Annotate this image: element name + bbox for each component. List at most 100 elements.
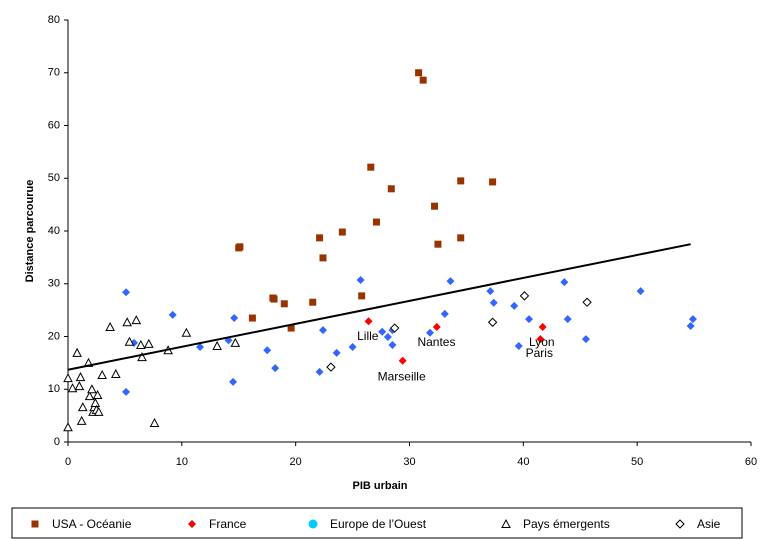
point: [63, 373, 73, 383]
point: [319, 254, 327, 262]
point: [434, 240, 442, 248]
point: [248, 314, 256, 322]
point: [378, 327, 387, 336]
point: [97, 369, 107, 380]
legend-label: USA - Océanie: [52, 517, 132, 531]
point: [446, 277, 455, 286]
point: [348, 343, 357, 352]
point: [332, 348, 341, 357]
point: [398, 356, 407, 365]
point: [309, 298, 317, 306]
point: [388, 340, 397, 349]
point: [563, 315, 572, 324]
annotation: Lyon: [529, 335, 555, 349]
legend-marker: [501, 518, 511, 528]
point: [356, 276, 365, 285]
x-axis-label: PIB urbain: [352, 480, 407, 492]
annotation: Marseille: [378, 369, 426, 383]
point: [487, 317, 498, 327]
point: [143, 338, 154, 348]
legend-label: France: [209, 517, 247, 531]
point: [582, 297, 592, 307]
point: [489, 298, 498, 307]
point: [425, 328, 434, 337]
point: [122, 317, 133, 327]
x-tick-label: 60: [745, 456, 757, 468]
point: [315, 367, 324, 376]
point: [536, 335, 545, 344]
point: [270, 295, 278, 303]
y-tick-label: 40: [48, 225, 60, 237]
point: [271, 364, 280, 373]
point: [137, 352, 147, 362]
y-tick-label: 50: [48, 172, 60, 184]
point: [387, 185, 395, 193]
point: [358, 292, 366, 300]
point: [110, 368, 121, 378]
annotation: Paris: [526, 346, 553, 360]
point: [457, 234, 465, 242]
point: [84, 391, 95, 401]
point: [136, 339, 146, 349]
point: [74, 381, 85, 391]
legend-label: Asie: [697, 517, 721, 531]
point: [415, 69, 423, 77]
point: [519, 291, 530, 301]
point: [131, 315, 142, 325]
annotation: Lille: [357, 329, 379, 343]
point: [636, 287, 645, 296]
point: [538, 323, 547, 332]
point: [92, 389, 103, 400]
point: [149, 417, 160, 428]
legend-box: [11, 507, 743, 539]
point: [67, 383, 78, 393]
point: [229, 377, 238, 386]
point: [338, 228, 346, 236]
legend-label: Pays émergents: [523, 517, 610, 531]
point: [230, 314, 239, 323]
point: [440, 309, 449, 318]
point: [90, 397, 101, 407]
point: [168, 310, 177, 319]
x-tick-label: 50: [631, 456, 643, 468]
legend-marker: [675, 519, 685, 529]
point: [560, 278, 569, 287]
y-tick-label: 30: [48, 278, 60, 290]
point: [367, 163, 375, 171]
point: [280, 300, 288, 308]
point: [75, 372, 86, 382]
point: [77, 402, 88, 412]
point: [510, 301, 519, 310]
point: [93, 406, 104, 416]
point: [63, 422, 73, 432]
x-tick-label: 0: [65, 456, 71, 468]
annotation: Nantes: [417, 335, 455, 349]
point: [432, 323, 441, 332]
legend-marker: [308, 519, 318, 529]
point: [105, 321, 115, 332]
y-tick-label: 80: [48, 14, 60, 26]
point: [122, 288, 131, 297]
point: [372, 218, 380, 226]
trend-line: [67, 243, 691, 371]
point: [431, 202, 439, 210]
legend-label: Europe de l’Ouest: [330, 517, 427, 531]
y-axis-label: Distance parcourue: [24, 180, 36, 283]
point: [181, 327, 192, 337]
point: [76, 415, 87, 425]
point: [686, 321, 695, 330]
point: [383, 333, 392, 342]
y-tick-label: 0: [54, 436, 60, 448]
point: [212, 340, 222, 350]
point: [419, 76, 427, 84]
x-tick-label: 10: [176, 456, 188, 468]
point: [389, 323, 400, 333]
point: [124, 336, 135, 346]
point: [326, 362, 336, 372]
point: [316, 234, 324, 242]
point: [318, 326, 327, 335]
point: [514, 341, 523, 350]
point: [196, 343, 205, 352]
x-tick-label: 40: [517, 456, 529, 468]
